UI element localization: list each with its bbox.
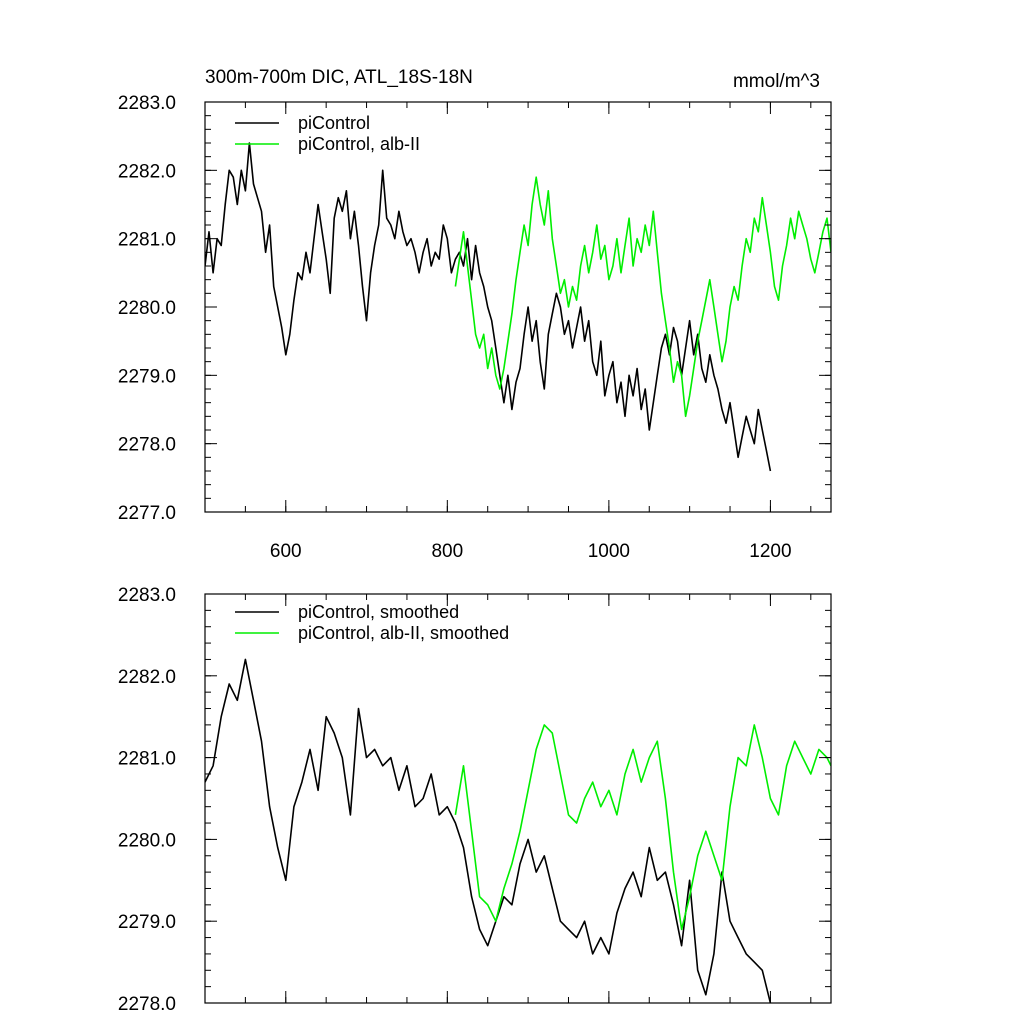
y-tick-label: 2281.0 <box>118 749 176 770</box>
x-tick-label: 600 <box>270 541 302 562</box>
legend-label-alb-ii-smoothed: piControl, alb-II, smoothed <box>298 623 509 643</box>
y-tick-label: 2282.0 <box>118 161 176 182</box>
legend-label-picontrol: piControl <box>298 113 370 133</box>
y-tick-label: 2279.0 <box>118 912 176 933</box>
y-tick-label: 2283.0 <box>118 585 176 606</box>
y-tick-label: 2283.0 <box>118 93 176 114</box>
y-tick-label: 2278.0 <box>118 994 176 1015</box>
y-tick-label: 2280.0 <box>118 830 176 851</box>
y-tick-label: 2281.0 <box>118 230 176 251</box>
chart-title: 300m-700m DIC, ATL_18S-18N <box>205 67 473 88</box>
series-line-picontrol <box>205 658 772 1003</box>
series-line-alb-ii <box>454 724 831 931</box>
y-tick-label: 2280.0 <box>118 298 176 319</box>
series-line-alb-ii <box>454 176 831 418</box>
x-tick-label: 800 <box>431 541 463 562</box>
legend: piControl, smoothed piControl, alb-II, s… <box>235 602 509 643</box>
units-label: mmol/m^3 <box>733 71 820 92</box>
y-tick-label: 2279.0 <box>118 366 176 387</box>
top-panel: 300m-700m DIC, ATL_18S-18N mmol/m^3 2277… <box>118 67 832 562</box>
legend-label-alb-ii: piControl, alb-II <box>298 134 420 154</box>
x-tick-label: 1200 <box>749 541 791 562</box>
y-tick-label: 2277.0 <box>118 503 176 524</box>
plot-frame <box>204 593 832 1004</box>
legend: piControl piControl, alb-II <box>235 113 420 154</box>
y-tick-label: 2278.0 <box>118 435 176 456</box>
x-tick-label: 1000 <box>588 541 630 562</box>
series-line-picontrol <box>205 142 772 472</box>
y-tick-label: 2282.0 <box>118 667 176 688</box>
bottom-panel: 2278.0 2279.0 2280.0 2281.0 2282.0 2283.0 piC… <box>118 585 832 1015</box>
legend-label-picontrol-smoothed: piControl, smoothed <box>298 602 459 622</box>
